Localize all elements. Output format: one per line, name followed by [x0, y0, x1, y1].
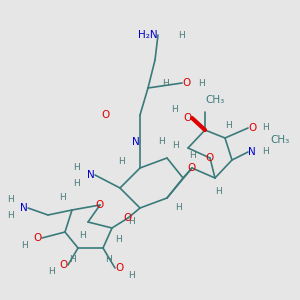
Text: H: H: [198, 79, 205, 88]
Text: H: H: [105, 256, 111, 265]
Text: H₂N: H₂N: [138, 30, 158, 40]
Text: H: H: [58, 194, 65, 202]
Text: O: O: [102, 110, 110, 120]
Text: H: H: [7, 196, 14, 205]
Text: CH₃: CH₃: [206, 95, 225, 105]
Text: O: O: [182, 78, 190, 88]
Text: H: H: [189, 151, 195, 160]
Text: H: H: [73, 178, 80, 188]
Text: H: H: [158, 137, 165, 146]
Text: H: H: [21, 241, 28, 250]
Text: H: H: [175, 203, 182, 212]
Text: H: H: [178, 31, 185, 40]
Text: O: O: [184, 113, 192, 123]
Text: H: H: [79, 230, 86, 239]
Text: O: O: [206, 153, 214, 163]
Text: H: H: [73, 164, 80, 172]
Text: H: H: [118, 158, 125, 166]
Text: O: O: [124, 213, 132, 223]
Text: H: H: [262, 124, 269, 133]
Text: H: H: [115, 236, 122, 244]
Text: CH₃: CH₃: [270, 135, 289, 145]
Text: H: H: [172, 140, 179, 149]
Text: O: O: [248, 123, 256, 133]
Text: N: N: [87, 170, 95, 180]
Text: H: H: [214, 188, 221, 196]
Text: O: O: [96, 200, 104, 210]
Text: O: O: [34, 233, 42, 243]
Text: H: H: [225, 121, 231, 130]
Text: O: O: [115, 263, 123, 273]
Text: N: N: [248, 147, 256, 157]
Text: H: H: [128, 271, 135, 280]
Text: H: H: [7, 211, 14, 220]
Text: N: N: [132, 137, 140, 147]
Text: O: O: [188, 163, 196, 173]
Text: H: H: [262, 148, 269, 157]
Text: H: H: [162, 79, 169, 88]
Text: H: H: [128, 218, 135, 226]
Text: O: O: [60, 260, 68, 270]
Text: H: H: [69, 256, 75, 265]
Text: H: H: [171, 106, 178, 115]
Text: H: H: [48, 268, 55, 277]
Text: N: N: [20, 203, 28, 213]
